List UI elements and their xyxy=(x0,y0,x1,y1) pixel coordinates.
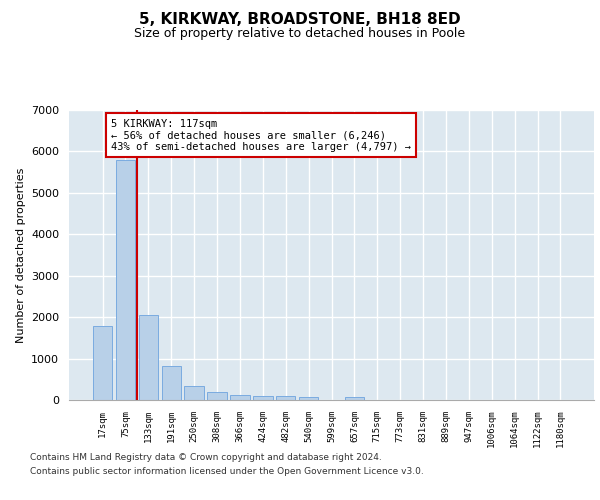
Bar xyxy=(344,397,364,400)
Text: Size of property relative to detached houses in Poole: Size of property relative to detached ho… xyxy=(134,28,466,40)
Bar xyxy=(184,386,204,400)
Bar xyxy=(93,326,112,400)
Text: 5 KIRKWAY: 117sqm
← 56% of detached houses are smaller (6,246)
43% of semi-detac: 5 KIRKWAY: 117sqm ← 56% of detached hous… xyxy=(111,118,411,152)
Bar xyxy=(253,396,272,400)
Text: 5, KIRKWAY, BROADSTONE, BH18 8ED: 5, KIRKWAY, BROADSTONE, BH18 8ED xyxy=(139,12,461,28)
Bar xyxy=(276,396,295,400)
Bar xyxy=(161,366,181,400)
Bar xyxy=(208,392,227,400)
Bar xyxy=(230,395,250,400)
Text: Contains public sector information licensed under the Open Government Licence v3: Contains public sector information licen… xyxy=(30,468,424,476)
Bar xyxy=(116,160,135,400)
Y-axis label: Number of detached properties: Number of detached properties xyxy=(16,168,26,342)
Bar xyxy=(139,314,158,400)
Bar xyxy=(299,397,319,400)
Text: Contains HM Land Registry data © Crown copyright and database right 2024.: Contains HM Land Registry data © Crown c… xyxy=(30,452,382,462)
